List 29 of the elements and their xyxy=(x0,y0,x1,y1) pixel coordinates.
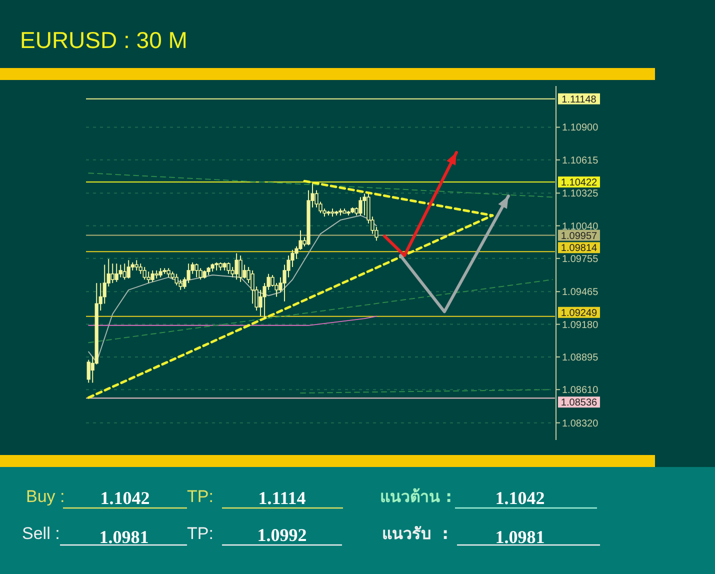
ref-line-label: 1.09957 xyxy=(560,230,598,242)
text: 1.0992 xyxy=(257,525,307,545)
y-tick-label: 1.10325 xyxy=(562,188,599,200)
text: แนวรับ : xyxy=(382,524,449,543)
y-tick-label: 1.08320 xyxy=(562,418,599,430)
y-tick-label: 1.10900 xyxy=(562,122,599,134)
y-tick-label: 1.09180 xyxy=(562,320,599,331)
text: 1.0981 xyxy=(495,527,545,547)
chart-title: EURUSD : 30 M xyxy=(20,27,188,53)
y-tick-label: 1.10040 xyxy=(562,221,599,232)
y-tick-label: 1.08895 xyxy=(562,352,599,364)
ref-line-label: 1.09249 xyxy=(560,308,598,319)
ref-line-label: 1.09814 xyxy=(560,243,598,254)
text: 1.0981 xyxy=(99,527,149,547)
text: 1.1042 xyxy=(495,488,545,508)
text: 1.1114 xyxy=(258,488,306,508)
y-tick-label: 1.09755 xyxy=(562,254,599,265)
text: TP: xyxy=(187,524,214,543)
ref-line-label: 1.11148 xyxy=(562,94,597,106)
y-tick-label: 1.10615 xyxy=(562,155,599,166)
text: TP: xyxy=(187,487,214,506)
ref-line-label: 1.08536 xyxy=(560,398,598,409)
text: แนวต้าน : xyxy=(380,487,452,506)
text: Buy : xyxy=(26,487,65,506)
text: Sell : xyxy=(22,524,60,543)
ref-line-label: 1.10422 xyxy=(560,178,598,189)
text: 1.1042 xyxy=(100,488,150,508)
y-tick-label: 1.09465 xyxy=(562,287,599,298)
y-tick-label: 1.08610 xyxy=(562,385,599,396)
